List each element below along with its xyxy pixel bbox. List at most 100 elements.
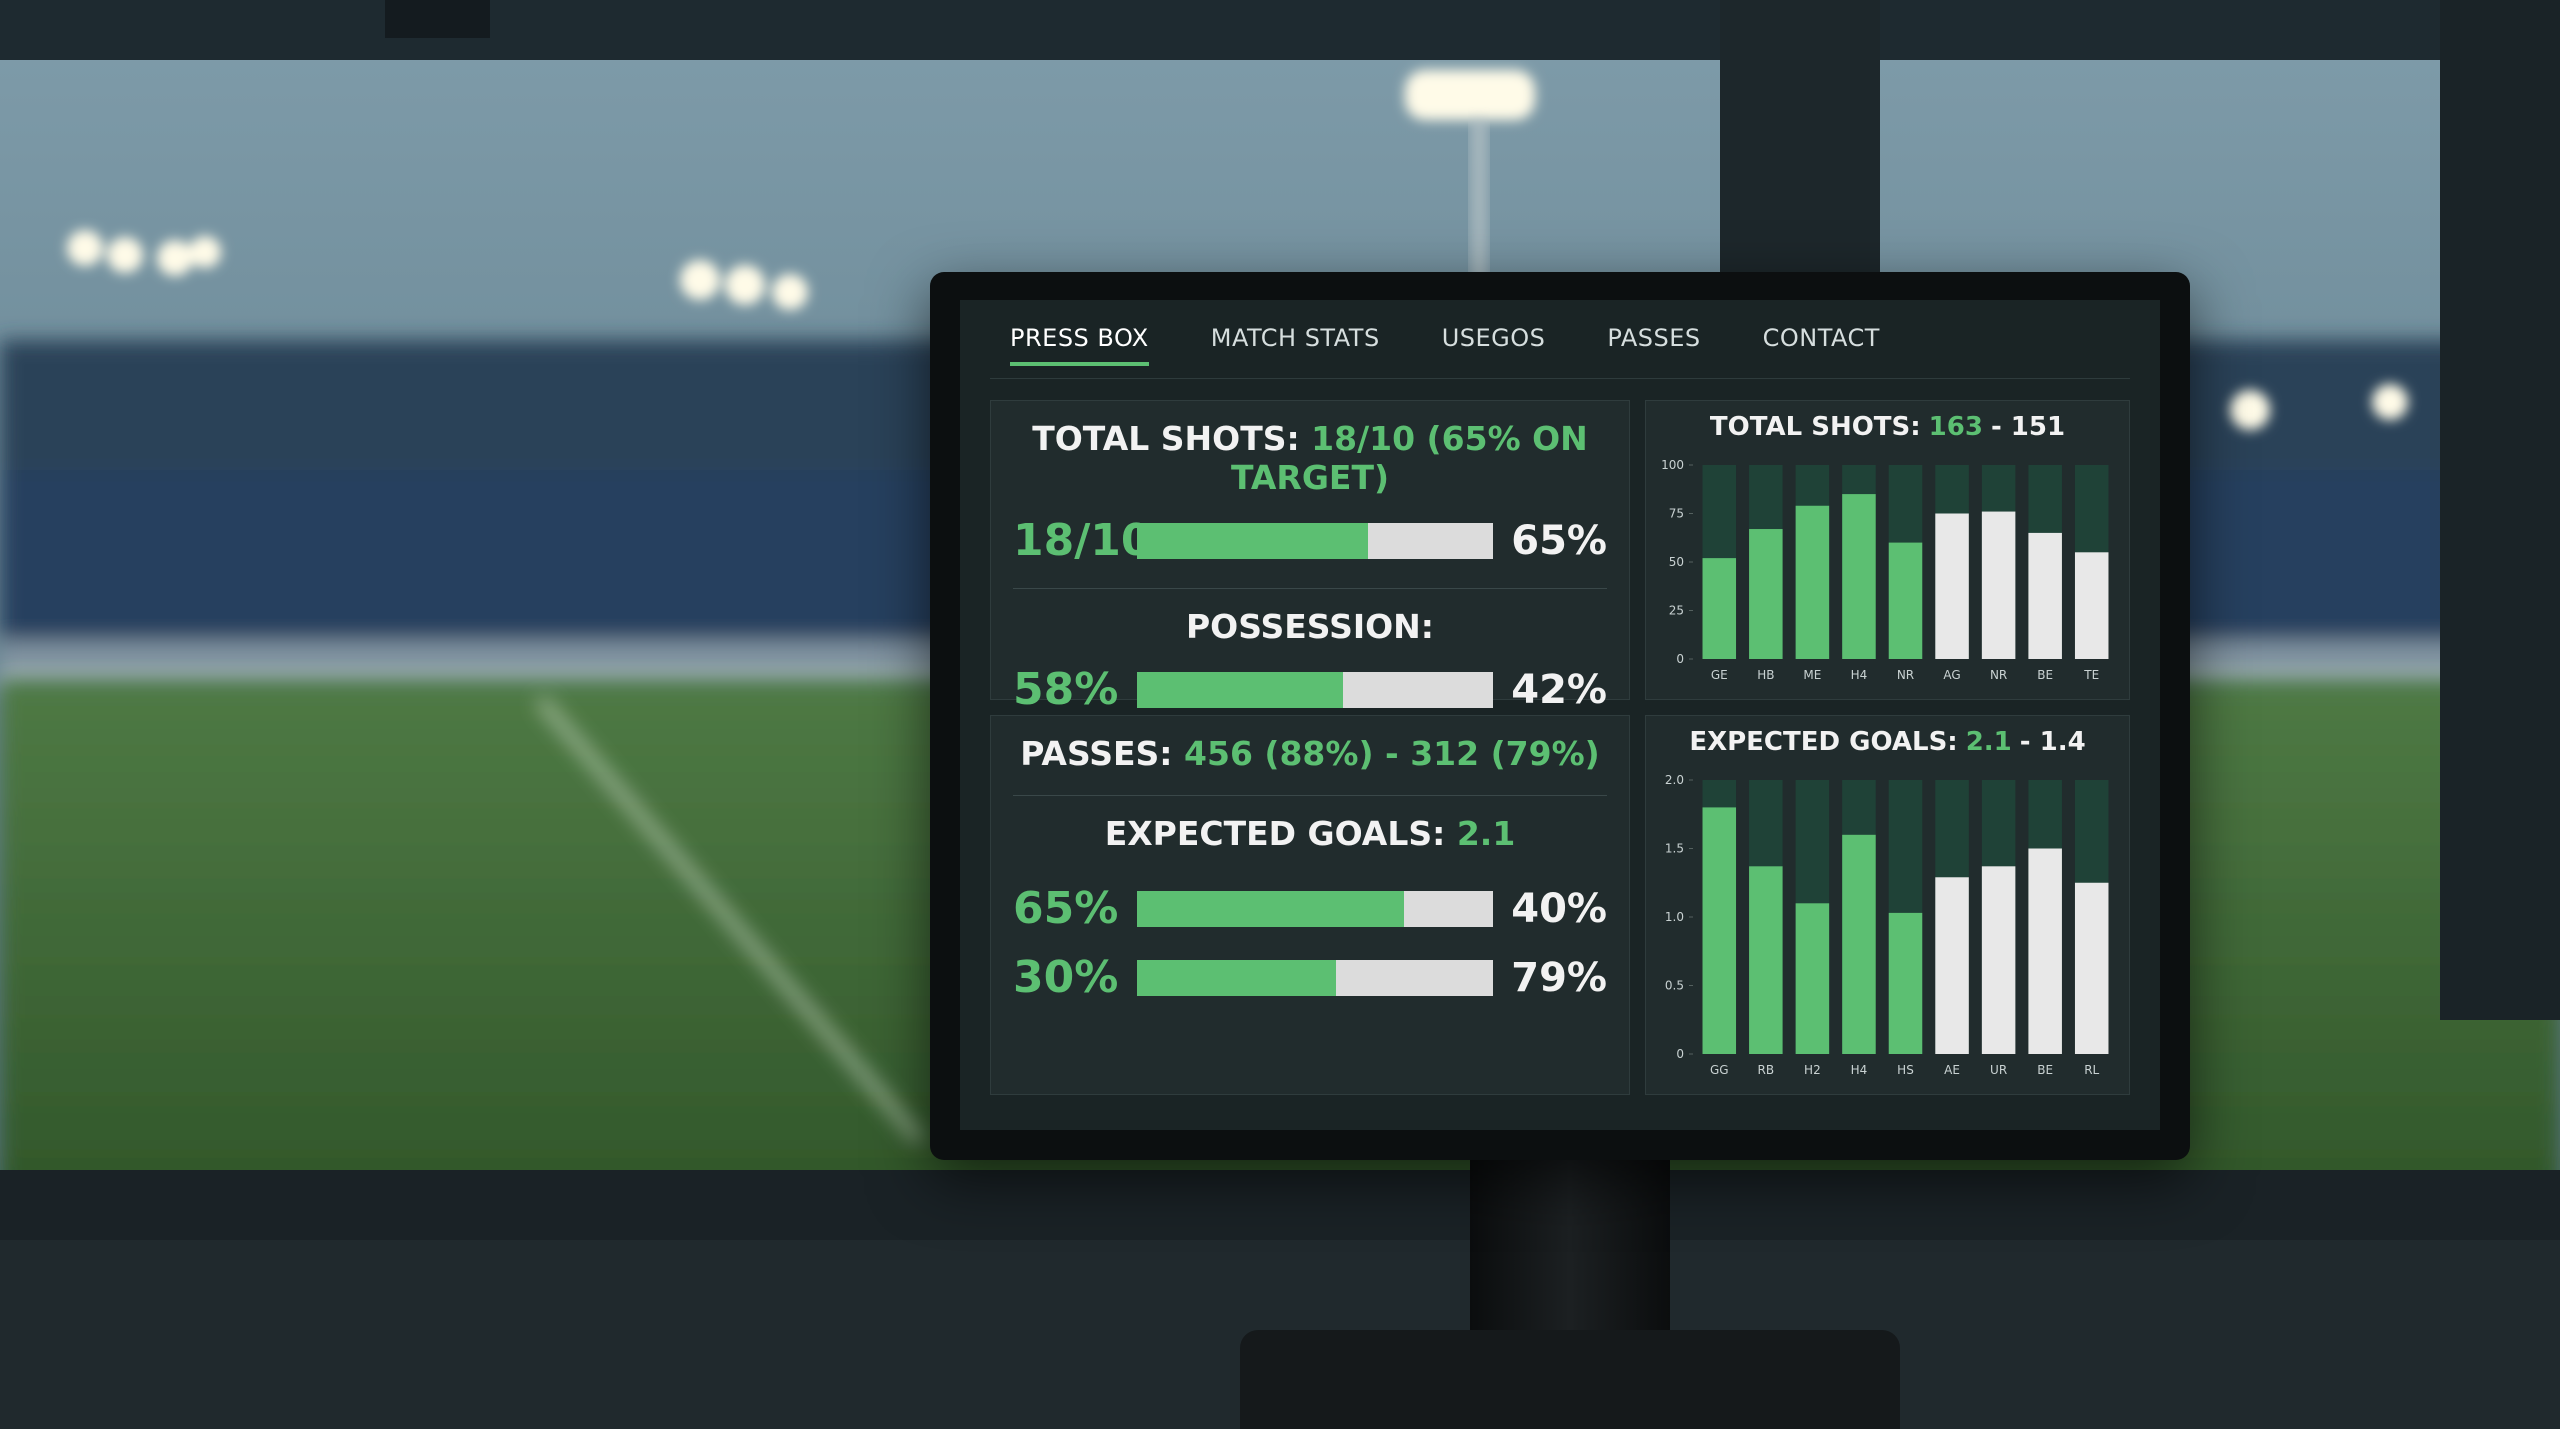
bar — [2028, 532, 2062, 659]
x-tick-label: H4 — [1851, 1063, 1868, 1077]
stat-row: 30% 79% — [1013, 952, 1607, 1003]
bar — [1935, 877, 1969, 1054]
nav-tab[interactable]: USEGOS — [1441, 324, 1546, 352]
window-sill — [0, 1170, 2560, 1240]
x-tick-label: BE — [2037, 1063, 2053, 1077]
bar — [1795, 505, 1830, 659]
stat-right: 42% — [1511, 666, 1607, 713]
x-tick-label: AG — [1943, 668, 1960, 682]
y-tick-label: 0 — [1676, 652, 1684, 666]
stat-fill — [1137, 890, 1404, 927]
bar — [1749, 866, 1783, 1054]
roof — [0, 0, 2560, 60]
y-tick-label: 1.5 — [1665, 842, 1684, 856]
nav-tab[interactable]: CONTACT — [1762, 324, 1880, 352]
stat-right: 79% — [1511, 954, 1607, 1001]
title-label: EXPECTED GOALS: — [1689, 727, 1957, 757]
possession-heading: POSSESSION: — [1185, 607, 1435, 646]
x-tick-label: RL — [2084, 1063, 2099, 1077]
label: PASSES: — [1020, 734, 1173, 773]
bar — [1981, 511, 2016, 659]
stat-fill — [1137, 959, 1337, 996]
monitor: PRESS BOX MATCH STATS USEGOS PASSES CONTACT … — [930, 272, 2190, 1160]
bar — [1749, 529, 1783, 659]
nav-tab[interactable]: MATCH STATS — [1210, 324, 1380, 352]
title-home: 163 — [1929, 412, 1983, 442]
y-tick-label: 50 — [1669, 555, 1684, 569]
y-tick-label: 0.5 — [1665, 979, 1684, 993]
value: 2.1 — [1456, 814, 1516, 853]
bar — [1795, 903, 1830, 1054]
stat-track — [1137, 671, 1493, 708]
nav-tab[interactable]: PASSES — [1607, 324, 1701, 352]
x-tick-label: NR — [1990, 668, 2007, 682]
label: TOTAL SHOTS: — [1032, 419, 1300, 458]
x-tick-label: BE — [2037, 668, 2053, 682]
chart-title: EXPECTED GOALS: 2.1 - 1.4 — [1689, 727, 2085, 757]
nav-divider — [990, 378, 2130, 379]
bar — [1702, 807, 1737, 1054]
stat-track — [1137, 522, 1493, 559]
x-tick-label: GE — [1711, 668, 1728, 682]
bar — [2028, 848, 2062, 1054]
bar — [1981, 866, 2016, 1054]
x-tick-label: RB — [1758, 1063, 1775, 1077]
y-tick-label: 2.0 — [1665, 773, 1684, 787]
label: EXPECTED GOALS: — [1104, 814, 1446, 853]
title-home: 2.1 — [1966, 727, 2012, 757]
nav-tab[interactable]: PRESS BOX — [1010, 324, 1149, 366]
bar — [2074, 882, 2109, 1054]
stat-track — [1137, 959, 1493, 996]
y-tick-label: 0 — [1676, 1047, 1684, 1061]
floodlights — [67, 70, 2408, 430]
dashboard: PRESS BOX MATCH STATS USEGOS PASSES CONTACT … — [960, 300, 2160, 1130]
stat-left: 58% — [1013, 664, 1119, 715]
stat-track — [1137, 890, 1493, 927]
bar-chart: EXPECTED GOALS: 2.1 - 1.4 0 0.5 1.0 1.5 2.0 GG RB… — [1665, 727, 2109, 1077]
y-tick-label: 25 — [1669, 604, 1684, 618]
bar-chart: TOTAL SHOTS: 163 - 151 0 25 50 75 100 GE HB ME H4 NR… — [1661, 412, 2109, 682]
window-mullion — [2440, 0, 2560, 1020]
title-away: - 151 — [1991, 412, 2065, 442]
roof-fixture — [385, 0, 490, 38]
value: 456 (88%) - 312 (79%) — [1184, 734, 1600, 773]
bar — [1702, 558, 1737, 659]
bar — [2074, 552, 2109, 659]
monitor-base — [1240, 1330, 1900, 1429]
x-tick-label: ME — [1803, 668, 1821, 682]
chart-title: TOTAL SHOTS: 163 - 151 — [1710, 412, 2065, 442]
stat-left: 18/10 — [1013, 515, 1152, 566]
shots-panel: TOTAL SHOTS: 18/10 (65% ON TARGET) 18/10… — [990, 400, 1630, 715]
x-tick-label: TE — [2083, 668, 2099, 682]
bar — [1935, 513, 1969, 659]
stat-left: 30% — [1013, 952, 1119, 1003]
bar — [1888, 542, 1923, 659]
bar — [1842, 834, 1876, 1054]
x-tick-label: H2 — [1804, 1063, 1821, 1077]
bar — [1842, 494, 1876, 659]
shots-heading: TOTAL SHOTS: 18/10 (65% ON TARGET) — [991, 419, 1629, 497]
stat-right: 40% — [1511, 885, 1607, 932]
stat-left: 65% — [1013, 883, 1119, 934]
x-tick-label: H4 — [1851, 668, 1868, 682]
y-tick-label: 1.0 — [1665, 910, 1684, 924]
chart-panel: EXPECTED GOALS: 2.1 - 1.4 0 0.5 1.0 1.5 2.0 GG RB… — [1645, 715, 2130, 1095]
stat-fill — [1137, 671, 1344, 708]
divider — [1013, 588, 1607, 589]
y-tick-label: 75 — [1669, 507, 1684, 521]
stat-row: 18/10 65% — [1013, 515, 1607, 566]
x-tick-label: HB — [1757, 668, 1774, 682]
light-pole — [1470, 120, 1488, 320]
x-tick-label: NR — [1897, 668, 1914, 682]
passes-heading: PASSES: 456 (88%) - 312 (79%) — [991, 734, 1629, 773]
pitch-line — [536, 696, 924, 1144]
x-tick-label: HS — [1897, 1063, 1914, 1077]
stat-right: 65% — [1511, 517, 1607, 564]
x-tick-label: GG — [1710, 1063, 1729, 1077]
stat-row: 65% 40% — [1013, 883, 1607, 934]
value: 18/10 (65% ON TARGET) — [1230, 419, 1588, 497]
y-tick-label: 100 — [1661, 458, 1684, 472]
divider — [1013, 795, 1607, 796]
